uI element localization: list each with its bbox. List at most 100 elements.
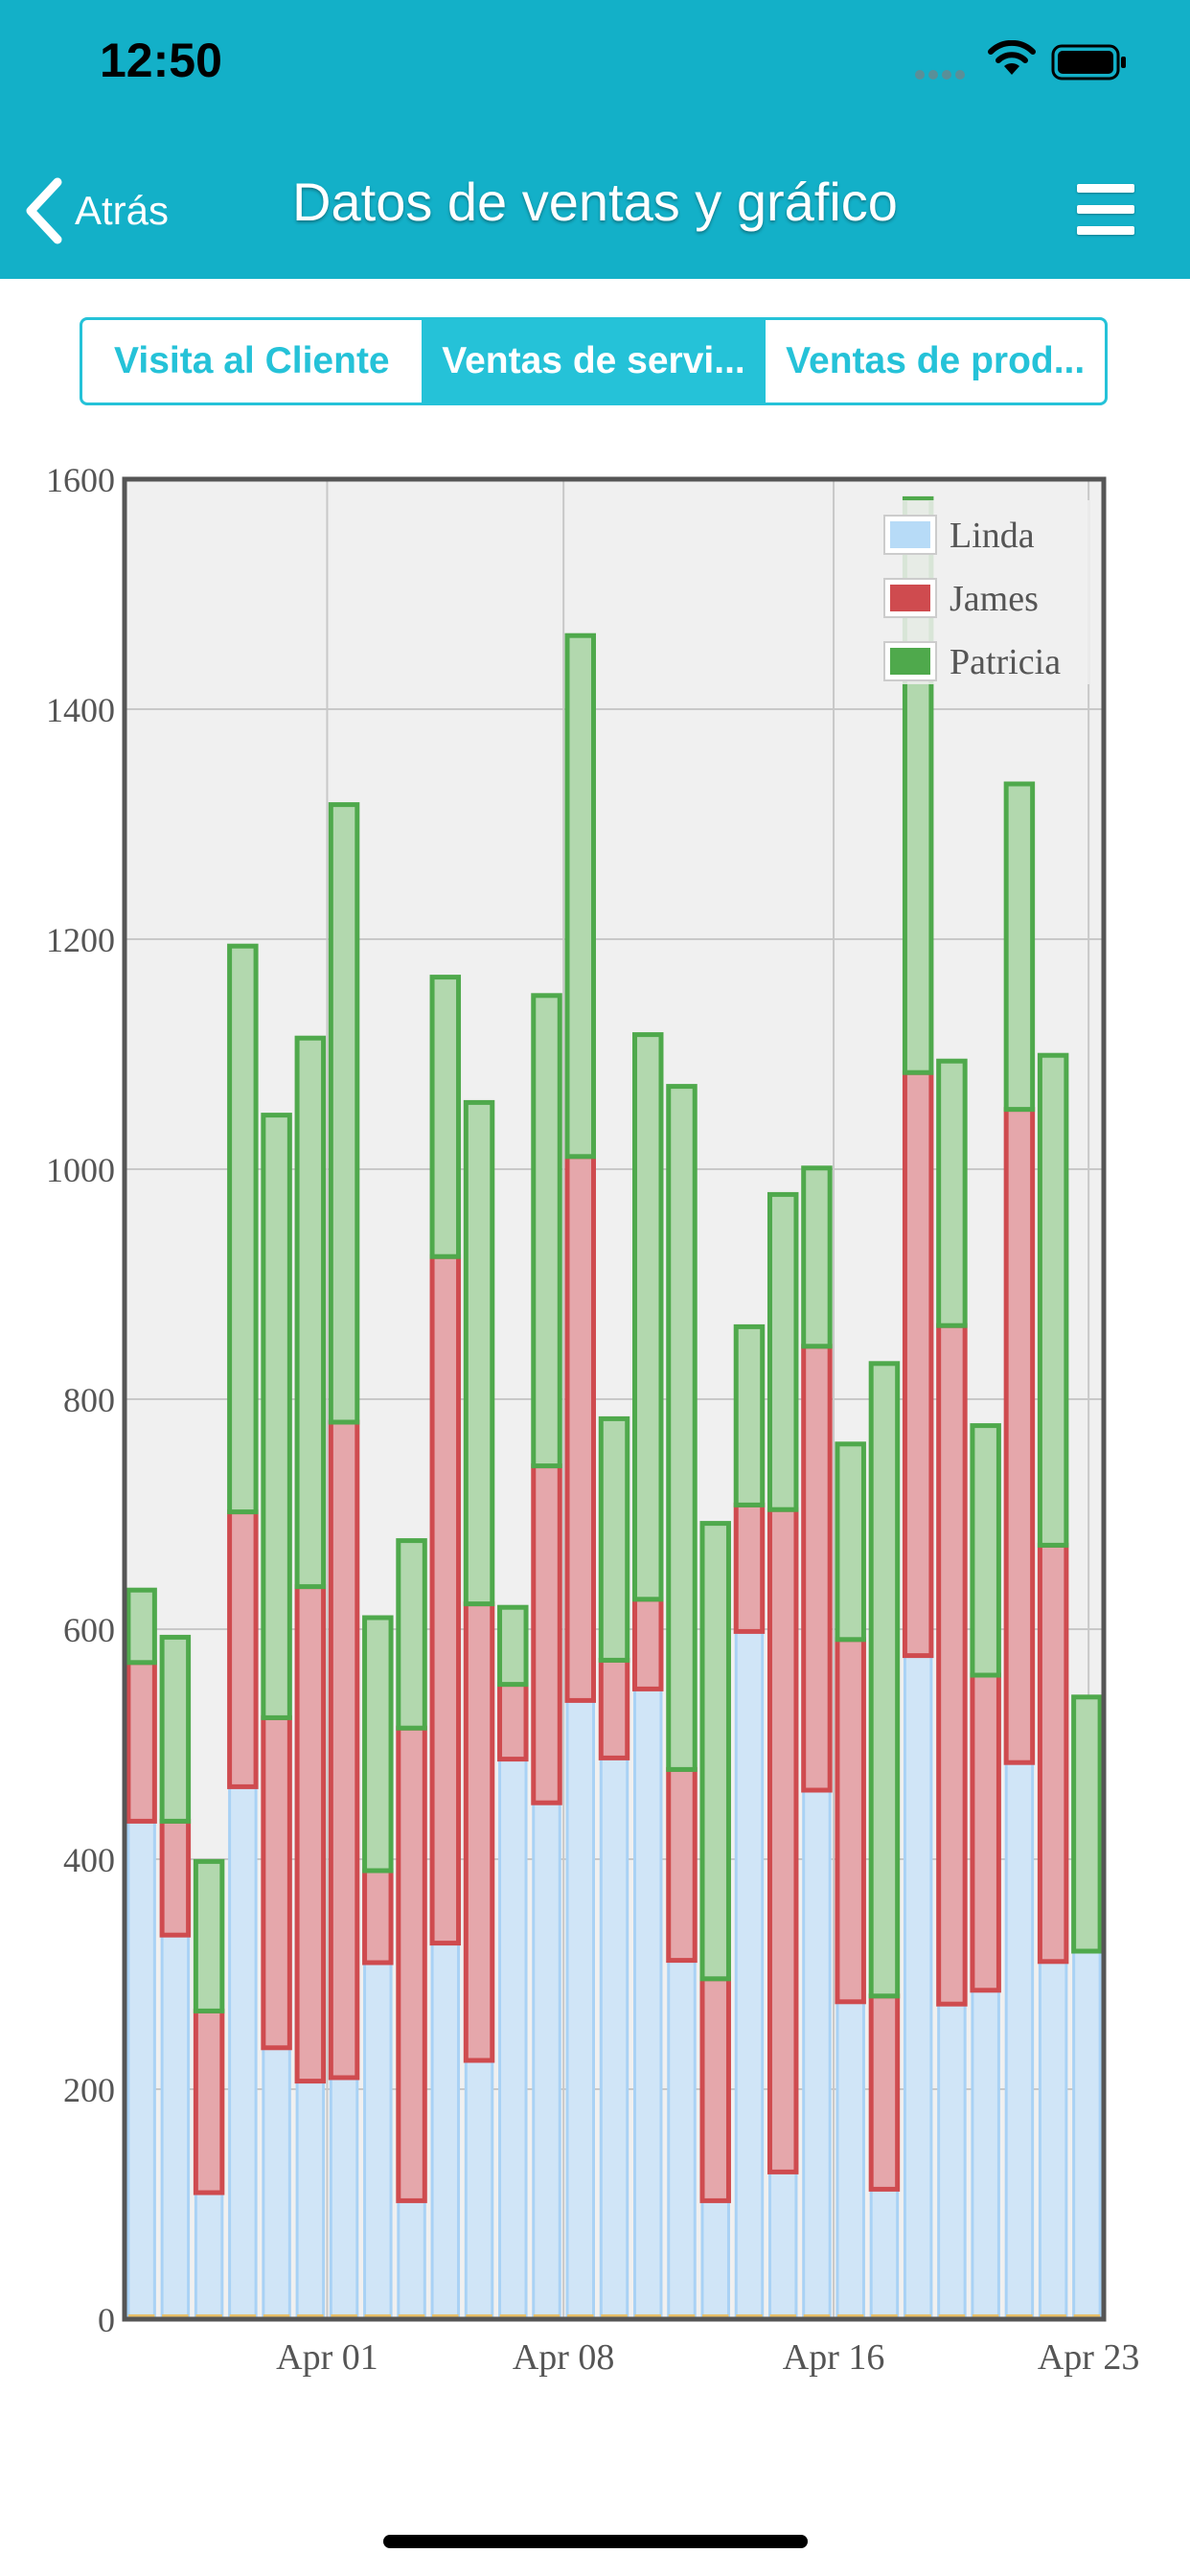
bar-james bbox=[733, 1502, 766, 1634]
bar-james bbox=[936, 1322, 968, 2007]
tab-ventas-productos[interactable]: Ventas de prod... bbox=[763, 320, 1105, 402]
wifi-icon bbox=[988, 40, 1036, 75]
signal-icon bbox=[915, 67, 969, 84]
bar-patricia bbox=[868, 1361, 901, 1999]
y-tick-label: 800 bbox=[63, 1381, 115, 1419]
bar-james bbox=[328, 1419, 360, 2081]
bar-patricia bbox=[936, 1058, 968, 1328]
bar-james bbox=[1037, 1542, 1069, 1965]
stacked-bar-chart: 0 200 400 600 800 1000 1200 1400 1600 Apr 01 Apr 0… bbox=[46, 461, 1139, 2378]
bar-linda bbox=[903, 1654, 933, 2321]
tab-visita-cliente[interactable]: Visita al Cliente bbox=[114, 340, 390, 381]
bar-linda bbox=[126, 1819, 156, 2321]
legend-swatch-patricia bbox=[890, 648, 930, 675]
bar-patricia bbox=[126, 1587, 157, 1666]
y-tick-label: 1000 bbox=[46, 1151, 115, 1189]
bar-patricia bbox=[835, 1441, 866, 1643]
status-time: 12:50 bbox=[100, 34, 222, 87]
legend-swatch-linda bbox=[890, 521, 930, 548]
bar-patricia bbox=[294, 1035, 327, 1590]
bar-james bbox=[868, 1993, 901, 2192]
bar-james bbox=[801, 1344, 833, 1793]
bar-james bbox=[970, 1672, 1001, 1993]
bar-patricia bbox=[699, 1521, 731, 1982]
battery-icon bbox=[1051, 44, 1126, 80]
sales-chart: 0 200 400 600 800 1000 1200 1400 1600 Apr 01 Apr 0… bbox=[0, 450, 1190, 2396]
bar-linda bbox=[1038, 1960, 1068, 2321]
bar-patricia bbox=[362, 1615, 394, 1874]
bar-linda bbox=[937, 2002, 967, 2321]
y-tick-label: 600 bbox=[63, 1611, 115, 1649]
back-label: Atrás bbox=[75, 188, 170, 233]
bar-patricia bbox=[396, 1538, 427, 1731]
bar-patricia bbox=[429, 975, 462, 1259]
bar-linda bbox=[667, 1959, 697, 2321]
bar-patricia bbox=[328, 802, 360, 1425]
tab-ventas-servicios[interactable]: Ventas de servi... bbox=[421, 320, 764, 402]
menu-icon[interactable] bbox=[1077, 184, 1134, 236]
bar-patricia bbox=[666, 1084, 698, 1772]
bar-james bbox=[902, 1070, 934, 1659]
home-indicator bbox=[383, 2535, 808, 2548]
bar-linda bbox=[295, 2080, 326, 2321]
y-tick-label: 200 bbox=[63, 2071, 115, 2109]
bar-james bbox=[699, 1976, 731, 2203]
bar-linda bbox=[802, 1788, 832, 2321]
bar-linda bbox=[464, 2058, 494, 2321]
bar-linda bbox=[700, 2198, 730, 2321]
bar-linda bbox=[565, 1698, 596, 2321]
bar-linda bbox=[363, 1961, 393, 2321]
bar-james bbox=[463, 1601, 495, 2063]
bar-linda bbox=[869, 2187, 900, 2321]
bar-patricia bbox=[1037, 1052, 1069, 1548]
y-tick-label: 400 bbox=[63, 1841, 115, 1879]
bar-linda bbox=[1004, 1760, 1035, 2321]
bar-linda bbox=[329, 2076, 359, 2321]
bar-james bbox=[193, 2008, 225, 2196]
bar-james bbox=[429, 1254, 462, 1946]
bar-james bbox=[531, 1463, 562, 1806]
bar-linda bbox=[632, 1687, 663, 2321]
bar-james bbox=[227, 1509, 259, 1789]
y-tick-label: 0 bbox=[98, 2301, 115, 2339]
bar-patricia bbox=[497, 1604, 529, 1688]
bar-linda bbox=[1072, 1949, 1102, 2321]
bar-patricia bbox=[1071, 1694, 1103, 1954]
y-tick-label: 1600 bbox=[46, 461, 115, 499]
bar-james bbox=[598, 1657, 630, 1760]
bar-linda bbox=[971, 1989, 1000, 2321]
bar-james bbox=[126, 1660, 157, 1824]
bar-james bbox=[396, 1725, 427, 2203]
bar-linda bbox=[228, 1784, 258, 2321]
bar-james bbox=[362, 1868, 394, 1966]
y-tick-label: 1200 bbox=[46, 921, 115, 959]
bar-patricia bbox=[261, 1113, 292, 1720]
legend-swatch-james bbox=[890, 585, 930, 611]
y-tick-label: 1400 bbox=[46, 691, 115, 729]
bar-linda bbox=[262, 2046, 291, 2321]
legend-label-linda: Linda bbox=[950, 516, 1035, 556]
bar-linda bbox=[532, 1801, 561, 2321]
bar-james bbox=[666, 1766, 698, 1964]
bar-james bbox=[261, 1714, 292, 2051]
segmented-control: Visita al Cliente Ventas de servi... Ven… bbox=[80, 317, 1108, 405]
legend-label-james: James bbox=[950, 579, 1039, 619]
plot-border bbox=[122, 476, 1107, 2322]
bar-patricia bbox=[531, 993, 562, 1469]
bar-patricia bbox=[463, 1099, 495, 1607]
bar-patricia bbox=[193, 1858, 225, 2013]
legend-label-patricia: Patricia bbox=[950, 642, 1061, 682]
bar-linda bbox=[194, 2191, 224, 2321]
bar-james bbox=[1003, 1107, 1036, 1765]
bar-patricia bbox=[733, 1323, 766, 1507]
bar-patricia bbox=[970, 1423, 1001, 1678]
back-button[interactable]: Atrás bbox=[23, 172, 169, 249]
bar-patricia bbox=[159, 1634, 192, 1824]
bar-james bbox=[631, 1597, 664, 1691]
x-tick-label: Apr 16 bbox=[783, 2337, 885, 2378]
bar-linda bbox=[599, 1756, 629, 2321]
bar-patricia bbox=[767, 1191, 799, 1512]
chevron-left-icon bbox=[26, 177, 62, 244]
bar-linda bbox=[835, 2000, 865, 2321]
page-title: Datos de ventas y gráfico bbox=[292, 172, 898, 232]
